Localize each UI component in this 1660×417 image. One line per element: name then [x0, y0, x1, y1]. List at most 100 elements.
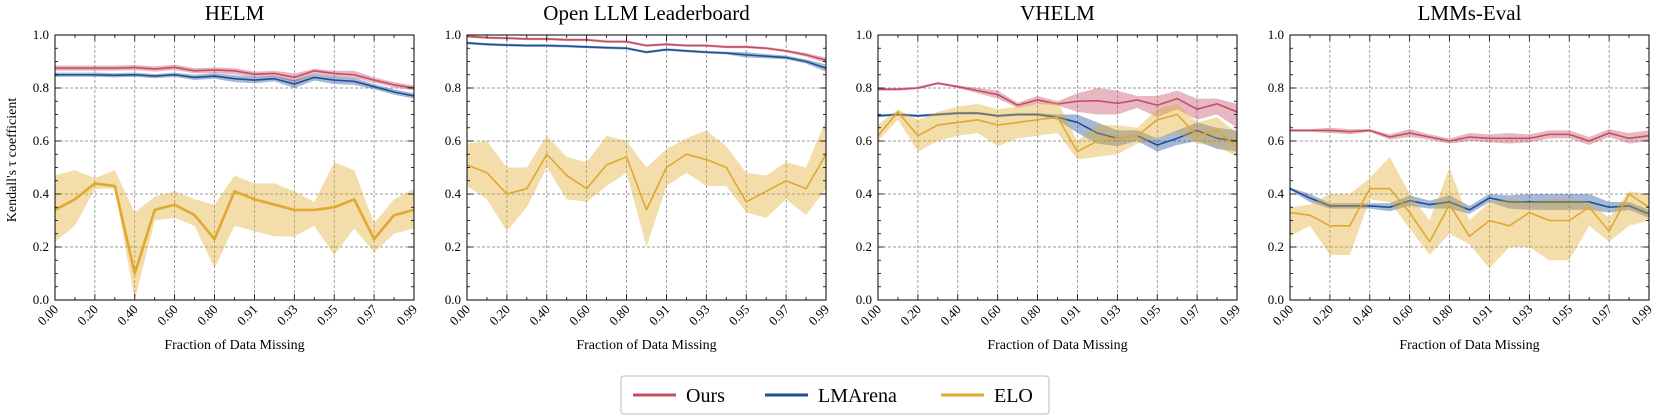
x-tick-label: 0.40: [1349, 302, 1376, 329]
y-axis-label: Kendall's τ coefficient: [5, 98, 20, 223]
x-tick-label: 0.20: [486, 302, 513, 329]
y-tick-label: 0.8: [1268, 80, 1284, 95]
x-tick-label: 0.95: [314, 302, 341, 329]
series-line-ours: [1290, 129, 1650, 142]
band-ours: [878, 81, 1237, 128]
y-tick-label: 0.0: [856, 292, 872, 307]
x-tick-label: 0.97: [766, 301, 793, 328]
y-tick-label: 0.0: [445, 292, 461, 307]
y-tick-label: 0.2: [445, 239, 461, 254]
y-tick-label: 0.6: [1268, 133, 1285, 148]
panel-title: VHELM: [1020, 1, 1095, 25]
panel-3: 0.00 0.20 0.40 0.60 0.80 0.91 0.93 0.95 0.97 0.99…: [1268, 1, 1655, 353]
x-tick-label: 0.91: [1469, 302, 1496, 329]
series-line-lmarena: [1289, 187, 1650, 215]
plot-frame: [877, 34, 1238, 301]
x-tick-label: 0.20: [1309, 302, 1336, 329]
y-tick-label: 0.6: [445, 133, 462, 148]
x-axis-label: Fraction of Data Missing: [164, 338, 304, 353]
x-tick-label: 0.99: [1628, 302, 1655, 329]
series-line-lmarena: [466, 42, 827, 69]
legend-label-ours: Ours: [686, 385, 725, 407]
x-tick-label: 0.93: [1509, 302, 1536, 329]
x-tick-label: 0.80: [1429, 302, 1456, 329]
series-line-elo: [1289, 187, 1650, 243]
band-ours: [55, 64, 414, 91]
legend: Ours LMArena ELO: [620, 375, 1050, 415]
x-tick-label: 0.91: [1057, 302, 1084, 329]
x-tick-label: 0.95: [726, 302, 753, 329]
band-lmarena: [1290, 187, 1649, 218]
y-tick-label: 0.8: [33, 80, 49, 95]
x-tick-label: 0.60: [977, 302, 1004, 329]
band-lmarena: [878, 111, 1237, 152]
y-tick-label: 0.8: [445, 80, 461, 95]
band-elo: [878, 101, 1237, 160]
panel-2: 0.00 0.20 0.40 0.60 0.80 0.91 0.93 0.95 0.97 0.99…: [856, 1, 1243, 353]
y-tick-label: 0.4: [1268, 186, 1285, 201]
x-tick-label: 0.80: [1017, 302, 1044, 329]
y-tick-label: 0.2: [33, 239, 49, 254]
band-elo: [1290, 156, 1649, 269]
y-tick-label: 1.0: [33, 27, 49, 42]
x-tick-label: 0.95: [1549, 302, 1576, 329]
y-tick-label: 1.0: [445, 27, 461, 42]
y-tick-label: 0.6: [856, 133, 873, 148]
x-axis-label: Fraction of Data Missing: [1399, 338, 1539, 353]
panel-0: 0.00 0.20 0.40 0.60 0.80 0.91 0.93 0.95 0.97 0.99…: [33, 1, 420, 353]
series-line-elo: [877, 111, 1238, 153]
x-tick-label: 0.20: [897, 302, 924, 329]
y-tick-label: 0.8: [856, 80, 872, 95]
panels: 0.00 0.20 0.40 0.60 0.80 0.91 0.93 0.95 0.97 0.99…: [33, 1, 1655, 353]
panel-title: LMMs-Eval: [1418, 1, 1522, 25]
series-line-elo: [54, 182, 415, 275]
x-tick-label: 0.40: [526, 302, 553, 329]
x-tick-label: 0.60: [154, 302, 181, 329]
x-tick-label: 0.95: [1137, 302, 1164, 329]
legend-label-lmarena: LMArena: [818, 385, 897, 407]
y-tick-label: 0.6: [33, 133, 50, 148]
x-tick-label: 0.40: [114, 302, 141, 329]
panel-title: HELM: [205, 1, 265, 25]
series-line-lmarena: [55, 73, 415, 97]
series-line-ours: [878, 82, 1238, 113]
x-tick-label: 0.99: [1216, 302, 1243, 329]
series-line-ours: [466, 35, 827, 61]
x-tick-label: 0.93: [274, 302, 301, 329]
y-tick-label: 0.4: [33, 186, 50, 201]
y-tick-label: 0.2: [1268, 239, 1284, 254]
legend-box: [620, 375, 1050, 415]
x-tick-label: 0.40: [937, 302, 964, 329]
x-tick-label: 0.99: [393, 302, 420, 329]
x-tick-label: 0.60: [566, 302, 593, 329]
x-axis-label: Fraction of Data Missing: [987, 338, 1127, 353]
x-tick-label: 0.93: [1097, 302, 1124, 329]
legend-label-elo: ELO: [994, 385, 1033, 407]
y-tick-label: 1.0: [856, 27, 872, 42]
y-tick-label: 0.0: [1268, 292, 1284, 307]
x-tick-label: 0.60: [1389, 302, 1416, 329]
band-elo: [467, 119, 826, 247]
panel-1: 0.00 0.20 0.40 0.60 0.80 0.91 0.93 0.95 0.97 0.99…: [445, 1, 832, 353]
x-tick-label: 0.97: [1589, 301, 1616, 328]
panel-title: Open LLM Leaderboard: [543, 1, 750, 25]
x-tick-label: 0.80: [606, 302, 633, 329]
x-tick-label: 0.99: [805, 302, 832, 329]
y-tick-label: 0.4: [445, 186, 462, 201]
plot-frame: [1289, 34, 1650, 301]
y-tick-label: 0.4: [856, 186, 873, 201]
x-tick-label: 0.91: [646, 302, 673, 329]
x-axis-label: Fraction of Data Missing: [576, 338, 716, 353]
series-line-ours: [55, 66, 415, 89]
y-tick-label: 1.0: [1268, 27, 1284, 42]
x-tick-label: 0.80: [194, 302, 221, 329]
x-tick-label: 0.93: [686, 302, 713, 329]
y-tick-label: 0.0: [33, 292, 49, 307]
x-tick-label: 0.20: [74, 302, 101, 329]
series-line-elo: [466, 153, 827, 211]
x-tick-label: 0.91: [234, 302, 261, 329]
x-tick-label: 0.97: [1177, 301, 1204, 328]
x-tick-label: 0.97: [354, 301, 381, 328]
band-elo: [55, 162, 414, 300]
